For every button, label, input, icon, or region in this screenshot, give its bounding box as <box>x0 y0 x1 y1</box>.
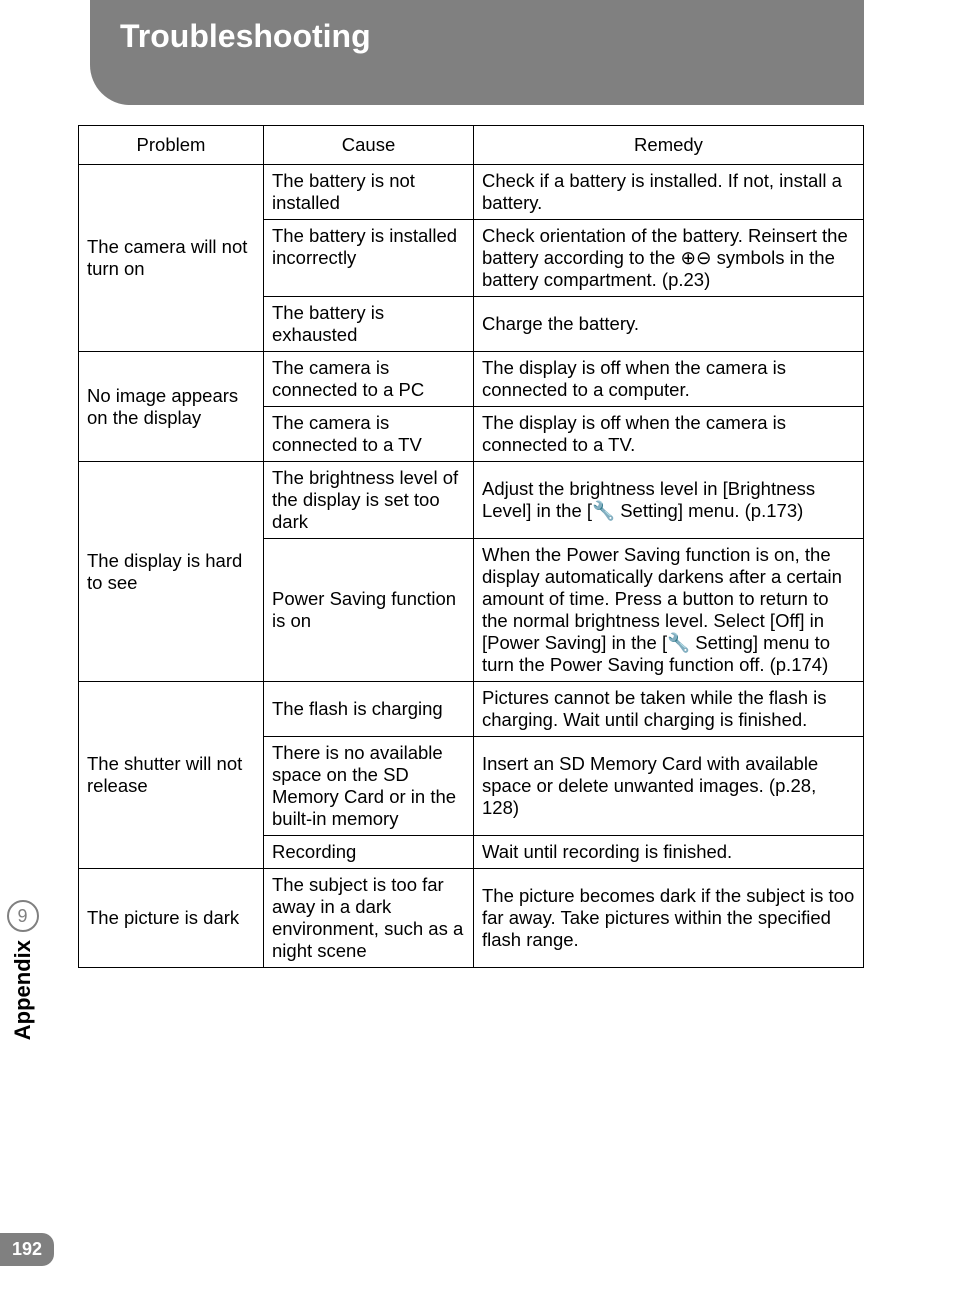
header-remedy: Remedy <box>474 126 864 165</box>
cause-cell: Recording <box>264 836 474 869</box>
table-header-row: Problem Cause Remedy <box>79 126 864 165</box>
problem-cell: No image appears on the display <box>79 352 264 462</box>
remedy-cell: The display is off when the camera is co… <box>474 352 864 407</box>
header-cause: Cause <box>264 126 474 165</box>
table-row: No image appears on the display The came… <box>79 352 864 407</box>
content-area: Problem Cause Remedy The camera will not… <box>0 105 954 968</box>
problem-cell: The camera will not turn on <box>79 165 264 352</box>
page-number: 192 <box>0 1233 54 1266</box>
cause-cell: The brightness level of the display is s… <box>264 462 474 539</box>
cause-cell: The flash is charging <box>264 682 474 737</box>
cause-cell: There is no available space on the SD Me… <box>264 737 474 836</box>
page-title: Troubleshooting <box>120 18 834 55</box>
header-bar: Troubleshooting <box>90 0 864 105</box>
cause-cell: The battery is installed incorrectly <box>264 220 474 297</box>
sidebar: 9 Appendix <box>0 900 45 1040</box>
cause-cell: The subject is too far away in a dark en… <box>264 869 474 968</box>
remedy-cell: Wait until recording is finished. <box>474 836 864 869</box>
cause-cell: The battery is exhausted <box>264 297 474 352</box>
cause-cell: The battery is not installed <box>264 165 474 220</box>
cause-cell: Power Saving function is on <box>264 539 474 682</box>
section-label: Appendix <box>10 940 36 1040</box>
remedy-cell: The display is off when the camera is co… <box>474 407 864 462</box>
remedy-cell: Adjust the brightness level in [Brightne… <box>474 462 864 539</box>
remedy-cell: Check orientation of the battery. Reinse… <box>474 220 864 297</box>
cause-cell: The camera is connected to a TV <box>264 407 474 462</box>
table-row: The display is hard to see The brightnes… <box>79 462 864 539</box>
cause-cell: The camera is connected to a PC <box>264 352 474 407</box>
remedy-cell: Pictures cannot be taken while the flash… <box>474 682 864 737</box>
remedy-cell: The picture becomes dark if the subject … <box>474 869 864 968</box>
troubleshooting-table: Problem Cause Remedy The camera will not… <box>78 125 864 968</box>
remedy-cell: Charge the battery. <box>474 297 864 352</box>
remedy-cell: When the Power Saving function is on, th… <box>474 539 864 682</box>
problem-cell: The picture is dark <box>79 869 264 968</box>
section-number-badge: 9 <box>7 900 39 932</box>
problem-cell: The display is hard to see <box>79 462 264 682</box>
header-problem: Problem <box>79 126 264 165</box>
table-row: The picture is dark The subject is too f… <box>79 869 864 968</box>
table-row: The camera will not turn on The battery … <box>79 165 864 220</box>
remedy-cell: Check if a battery is installed. If not,… <box>474 165 864 220</box>
problem-cell: The shutter will not release <box>79 682 264 869</box>
table-row: The shutter will not release The flash i… <box>79 682 864 737</box>
remedy-cell: Insert an SD Memory Card with available … <box>474 737 864 836</box>
